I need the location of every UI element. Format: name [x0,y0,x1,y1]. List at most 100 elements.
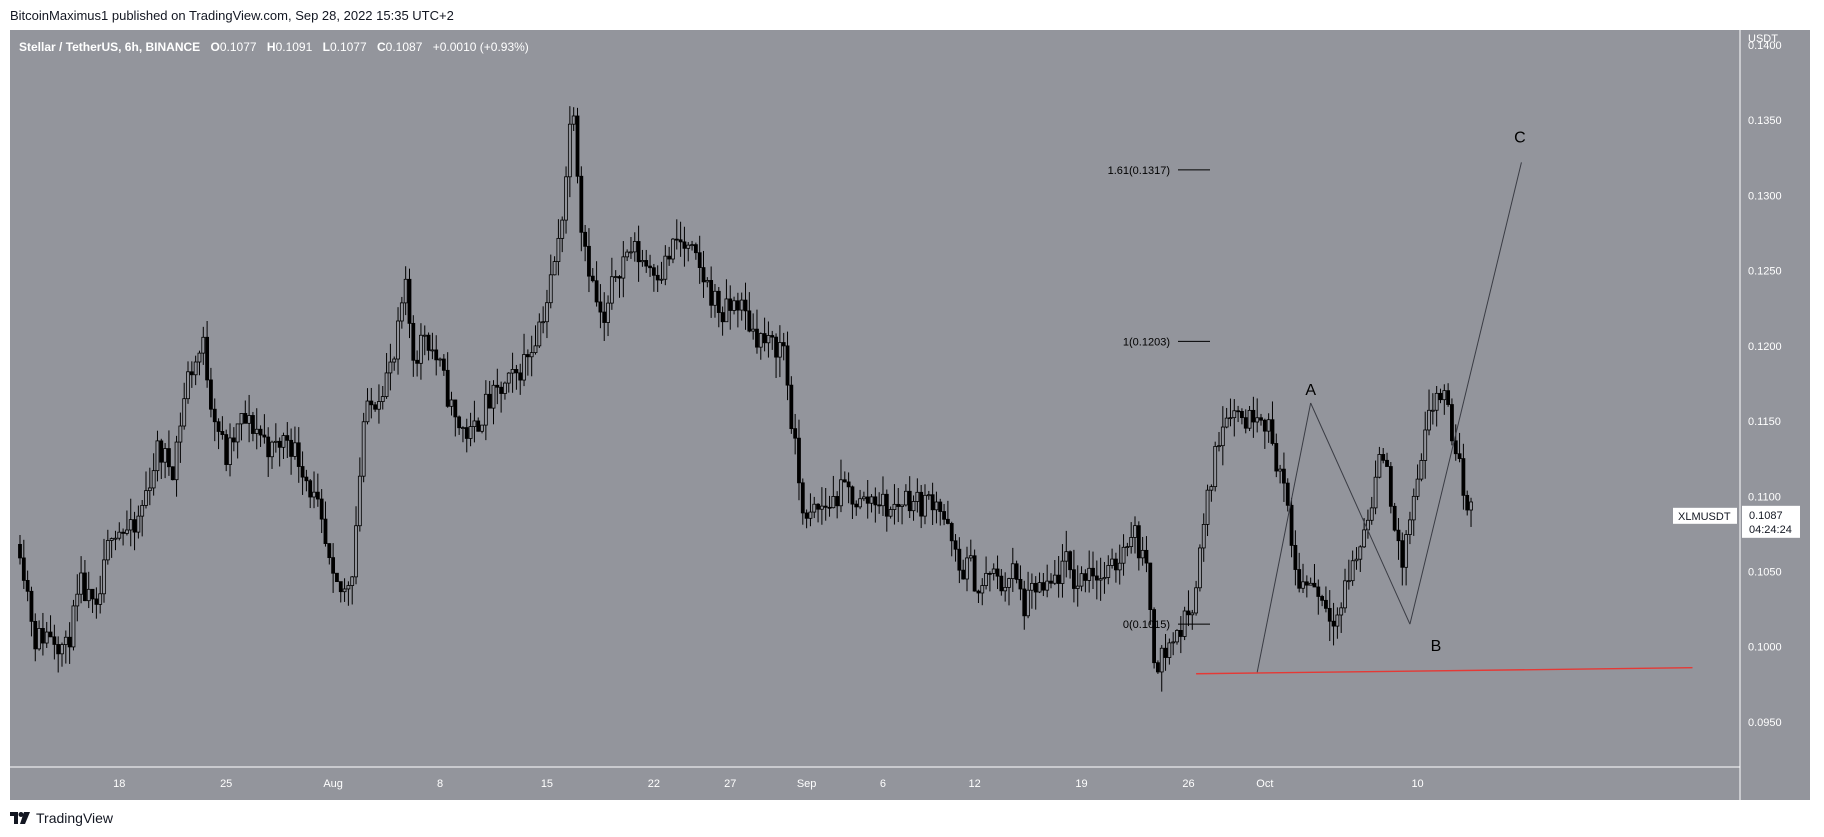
candle [774,333,778,378]
candle [934,491,939,524]
candle [1110,548,1114,569]
candle-body [1301,581,1305,589]
candle-body [102,559,106,595]
candle [1457,432,1462,463]
candle-body [777,342,782,358]
candle [911,495,916,521]
candle-body [686,244,691,249]
candle [1121,534,1126,576]
candle [384,353,389,399]
candle-body [1465,494,1470,511]
candle-body [1358,546,1363,560]
candle [690,240,694,251]
candle-body [21,557,26,581]
candle [499,381,504,413]
candle [1339,602,1344,633]
candle [1064,530,1069,578]
candle-body [1262,419,1267,432]
candle [1446,383,1451,407]
candle-body [598,301,603,313]
candle-body [1385,459,1389,467]
candle-body [831,496,836,509]
candle [1224,407,1229,429]
candle [942,504,946,526]
candle [949,521,954,557]
candle-body [724,298,729,323]
candle [1201,513,1206,562]
candle [991,563,996,581]
candle [1430,393,1435,425]
chart-frame[interactable]: 1.61(0.1317) 1(0.1203) 0(0.1015) A B C XLMUSDT… [10,30,1810,800]
candle [1392,502,1397,532]
candle-body [1354,558,1359,562]
tradingview-footer[interactable]: TradingView [10,810,113,826]
candle-body [629,251,633,254]
candle [854,500,859,516]
candle-body [327,543,332,559]
candle [1171,632,1176,656]
candle-body [625,251,630,258]
candle-body [461,427,465,429]
candle-body [827,506,832,509]
candle [919,484,924,529]
candle-body [861,496,866,500]
candle-body [602,311,607,323]
candle [529,335,534,377]
candle [823,487,828,521]
candle [380,385,385,410]
chart-legend: Stellar / TetherUS, 6h, BINANCE O0.1077 … [19,40,529,54]
candle-body [705,280,710,283]
candle [816,503,820,523]
candle-body [972,555,977,592]
candle-body [1213,446,1218,488]
candle [525,349,530,376]
candle-body [354,525,358,578]
candle-body [1381,454,1386,461]
candle [659,261,664,284]
candle [258,425,263,447]
candle [1186,590,1191,627]
candle [640,249,645,267]
candle [1343,568,1347,613]
price-tag-box [1742,505,1800,538]
candle [495,368,500,405]
candle-body [884,493,889,517]
candle [1194,580,1198,616]
candle [464,418,469,453]
candle [636,225,641,282]
candle [167,430,171,476]
candle-body [693,244,698,254]
candle-body [266,436,271,458]
candle-body [1224,417,1229,428]
price-chart[interactable]: 1.61(0.1317) 1(0.1203) 0(0.1015) A B C XLMUSDT… [10,30,1810,800]
candle [781,332,786,361]
candle-body [651,267,656,276]
candle [254,408,259,450]
candle [1320,594,1325,607]
candle [136,505,141,539]
candle [1308,577,1313,586]
candle [377,384,381,424]
candle [938,498,943,526]
candle-body [1400,540,1405,568]
candle-body [155,440,160,472]
candle-body [392,358,397,363]
candle-body [701,267,706,283]
candle [583,224,588,262]
candle [1079,566,1084,592]
candle-body [533,345,538,354]
candle [67,622,72,664]
symbol-tag-box [1673,507,1737,524]
candle-body [495,384,500,388]
candle [1140,536,1145,566]
last-price-tag[interactable]: XLMUSDT 0.1087 04:24:24 [1673,505,1800,538]
candle-body [716,290,721,313]
candle [1007,577,1011,606]
candle-body [1022,588,1027,617]
candle [441,354,446,376]
candle-body [514,369,519,374]
candle-body [774,336,778,358]
candle-body [1060,560,1065,584]
time-axis[interactable]: 18 25 Aug 8 15 22 27 Sep 6 12 19 26 Oct 10 [113,778,1424,790]
